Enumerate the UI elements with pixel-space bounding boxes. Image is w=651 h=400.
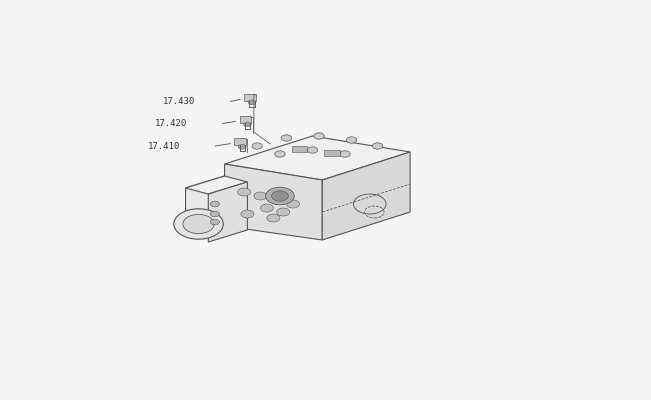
Text: 17.410: 17.410 [147, 142, 180, 151]
Circle shape [210, 211, 219, 217]
Circle shape [346, 137, 357, 143]
Circle shape [372, 143, 383, 149]
Bar [244, 94, 256, 101]
Circle shape [277, 208, 290, 216]
Circle shape [307, 147, 318, 153]
Polygon shape [322, 152, 410, 240]
Polygon shape [208, 182, 247, 242]
Circle shape [275, 151, 285, 157]
Circle shape [270, 196, 283, 204]
Circle shape [267, 214, 280, 222]
Circle shape [266, 187, 294, 205]
Circle shape [243, 122, 251, 127]
Polygon shape [225, 136, 410, 180]
Bar [240, 116, 251, 123]
Circle shape [286, 200, 299, 208]
Bar [324, 150, 340, 156]
Circle shape [183, 214, 214, 234]
Bar [234, 138, 246, 145]
Circle shape [210, 219, 219, 225]
Bar [292, 146, 307, 152]
Circle shape [238, 144, 246, 149]
Circle shape [241, 210, 254, 218]
Circle shape [271, 191, 288, 201]
Polygon shape [225, 164, 322, 240]
Circle shape [314, 133, 324, 139]
Circle shape [248, 100, 256, 105]
Text: 17.420: 17.420 [155, 120, 187, 128]
Circle shape [210, 201, 219, 207]
Circle shape [340, 151, 350, 157]
Circle shape [254, 192, 267, 200]
Polygon shape [186, 176, 247, 194]
Circle shape [238, 188, 251, 196]
Circle shape [281, 135, 292, 141]
Circle shape [174, 209, 223, 239]
Circle shape [260, 204, 273, 212]
Circle shape [252, 143, 262, 149]
Polygon shape [186, 176, 225, 236]
Text: 17.430: 17.430 [163, 98, 195, 106]
